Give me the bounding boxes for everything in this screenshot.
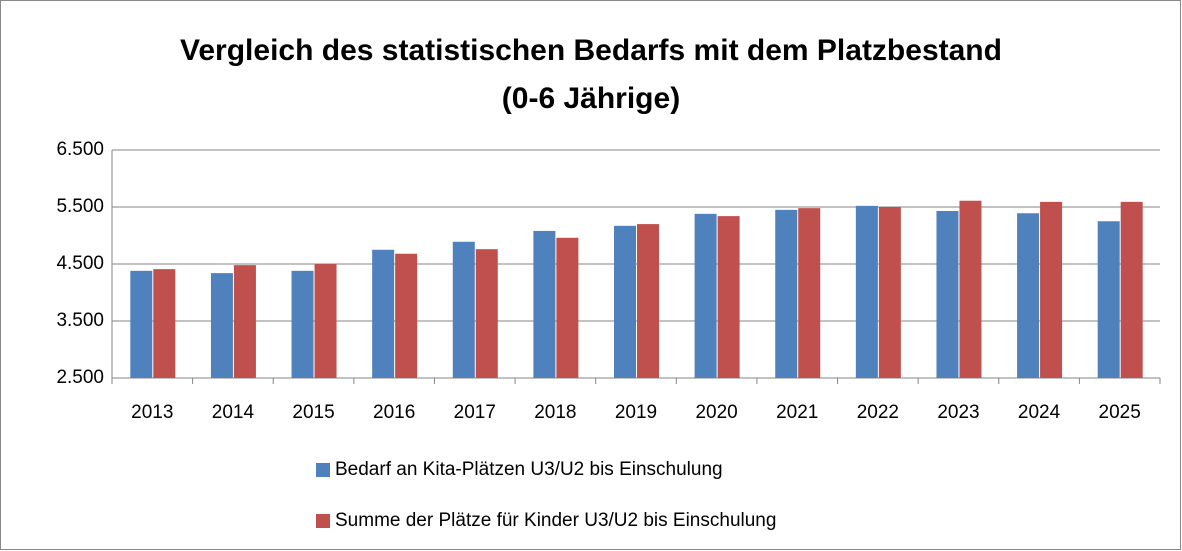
bar xyxy=(233,265,256,378)
x-tick-label: 2019 xyxy=(615,402,657,423)
x-tick-label: 2018 xyxy=(534,402,576,423)
x-tick-label: 2023 xyxy=(937,402,979,423)
bar xyxy=(637,224,659,378)
x-tick-label: 2017 xyxy=(454,402,496,423)
bar xyxy=(775,209,798,378)
x-tick-label: 2020 xyxy=(695,402,737,423)
bar xyxy=(452,241,475,378)
y-tick-label: 4.500 xyxy=(56,253,104,274)
bar xyxy=(1040,201,1063,378)
chart-title: Vergleich des statistischen Bedarfs mit … xyxy=(180,34,1002,67)
bar xyxy=(556,237,579,378)
y-tick-label: 6.500 xyxy=(56,139,104,160)
x-tick-label: 2021 xyxy=(776,402,818,423)
bar xyxy=(395,253,418,378)
bar xyxy=(798,208,821,378)
bar xyxy=(855,205,878,378)
x-tick-label: 2024 xyxy=(1018,402,1061,423)
bar xyxy=(1097,221,1120,378)
bar xyxy=(210,273,233,378)
bar xyxy=(694,213,717,378)
bar xyxy=(878,207,901,378)
bar xyxy=(475,249,498,378)
bar xyxy=(717,216,740,378)
x-tick-label: 2022 xyxy=(857,402,899,423)
bar xyxy=(372,249,395,378)
bar xyxy=(130,270,153,378)
bar xyxy=(936,210,959,378)
legend-swatch xyxy=(316,514,330,528)
y-tick-label: 3.500 xyxy=(56,310,104,331)
bar xyxy=(533,230,556,378)
bar xyxy=(614,225,636,378)
y-tick-label: 5.500 xyxy=(56,196,104,217)
bar xyxy=(959,200,982,378)
legend-label: Bedarf an Kita-Plätzen U3/U2 bis Einschu… xyxy=(335,459,723,480)
legend-label: Summe der Plätze für Kinder U3/U2 bis Ei… xyxy=(335,510,776,531)
x-tick-label: 2013 xyxy=(131,402,173,423)
bar xyxy=(1120,201,1143,378)
x-tick-label: 2014 xyxy=(212,402,255,423)
bar xyxy=(291,270,314,378)
bar xyxy=(1017,213,1040,378)
x-tick-label: 2025 xyxy=(1099,402,1141,423)
bar xyxy=(153,269,176,378)
bar xyxy=(314,264,337,378)
x-tick-label: 2016 xyxy=(373,402,415,423)
x-tick-label: 2015 xyxy=(292,402,334,423)
y-tick-label: 2.500 xyxy=(56,367,104,388)
legend-swatch xyxy=(316,463,330,477)
chart-title: (0-6 Jährige) xyxy=(502,82,680,115)
